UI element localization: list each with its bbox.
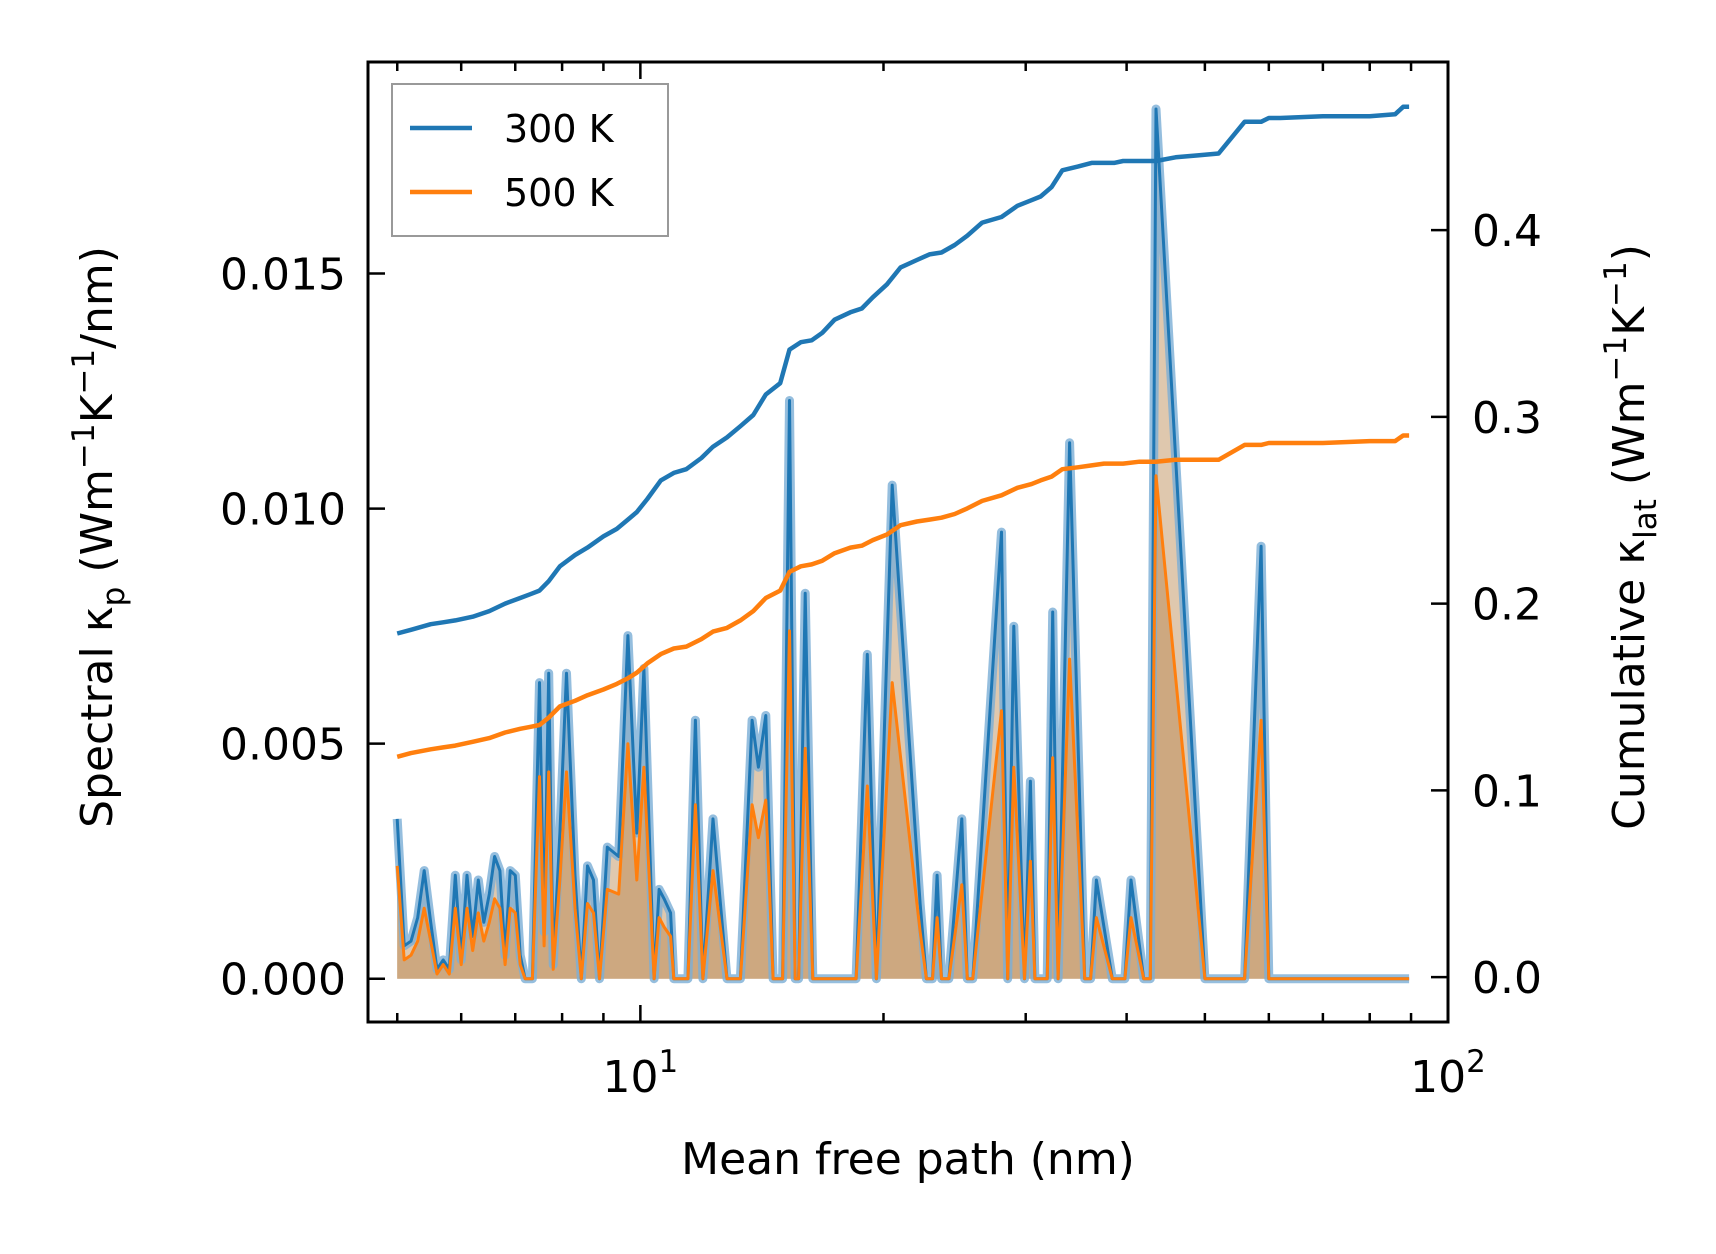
y-right-tick-label: 0.1	[1472, 766, 1542, 817]
y-right-axis-label-unit2: K	[1604, 306, 1655, 336]
y-right-tick-label: 0.3	[1472, 393, 1542, 444]
y-left-axis-label-sup1: −1	[66, 423, 102, 469]
x-tick-base: 10	[603, 1052, 659, 1103]
x-tick-label: 102	[1410, 1044, 1486, 1103]
x-tick-label: 101	[603, 1044, 679, 1103]
axes-box	[366, 60, 1450, 1024]
y-left-axis-label-sub: p	[96, 587, 132, 607]
y-left-axis-label-unit2: K	[72, 393, 123, 423]
y-right-axis-label-sup2: −1	[1598, 261, 1634, 307]
y-left-axis-label: Spectral κp (Wm−1K−1/nm)	[66, 246, 132, 828]
plot-area	[392, 104, 1410, 984]
legend-label-300k: 300 K	[504, 107, 615, 151]
y-right-tick-label: 0.2	[1472, 580, 1542, 631]
y-left-tick-label: 0.010	[220, 485, 346, 536]
y-right-axis-label: Cumulative κlat (Wm−1K−1)	[1598, 244, 1664, 830]
y-left-tick-label: 0.015	[220, 250, 346, 301]
legend: 300 K 500 K	[391, 83, 669, 237]
legend-label-500k: 500 K	[504, 171, 615, 215]
y-right-axis-label-unit3: )	[1604, 244, 1655, 261]
x-tick-exponent: 2	[1466, 1044, 1486, 1080]
y-left-axis-label-main: Spectral κ	[72, 606, 123, 828]
x-tick-exponent: 1	[659, 1044, 679, 1080]
y-right-tick-label: 0.0	[1472, 953, 1542, 1004]
y-left-axis-label-unit1: (Wm	[72, 469, 123, 587]
ticks	[368, 62, 1450, 1022]
y-right-axis-label-main: Cumulative κ	[1604, 539, 1655, 830]
x-axis-label: Mean free path (nm)	[681, 1134, 1135, 1185]
x-tick-base: 10	[1410, 1052, 1466, 1103]
cumulative-line-500-k	[396, 433, 1410, 759]
cumulative-line-300-k	[396, 104, 1410, 636]
axes-frame	[366, 60, 1450, 1024]
y-right-tick-label: 0.4	[1472, 206, 1542, 257]
y-right-axis-label-unit1: (Wm	[1604, 382, 1655, 500]
y-left-tick-label: 0.000	[220, 955, 346, 1006]
y-left-axis-label-unit3: /nm)	[72, 246, 123, 349]
y-left-axis-label-sup2: −1	[66, 349, 102, 395]
spectral-line-500-k	[395, 474, 1410, 981]
legend-box	[391, 83, 669, 237]
y-left-tick-label: 0.005	[220, 720, 346, 771]
y-right-axis-label-sup1: −1	[1598, 336, 1634, 382]
labels: 101 1020.0000.0050.0100.0150.00.10.20.30.…	[66, 206, 1664, 1185]
y-right-axis-label-sub: lat	[1628, 499, 1664, 539]
